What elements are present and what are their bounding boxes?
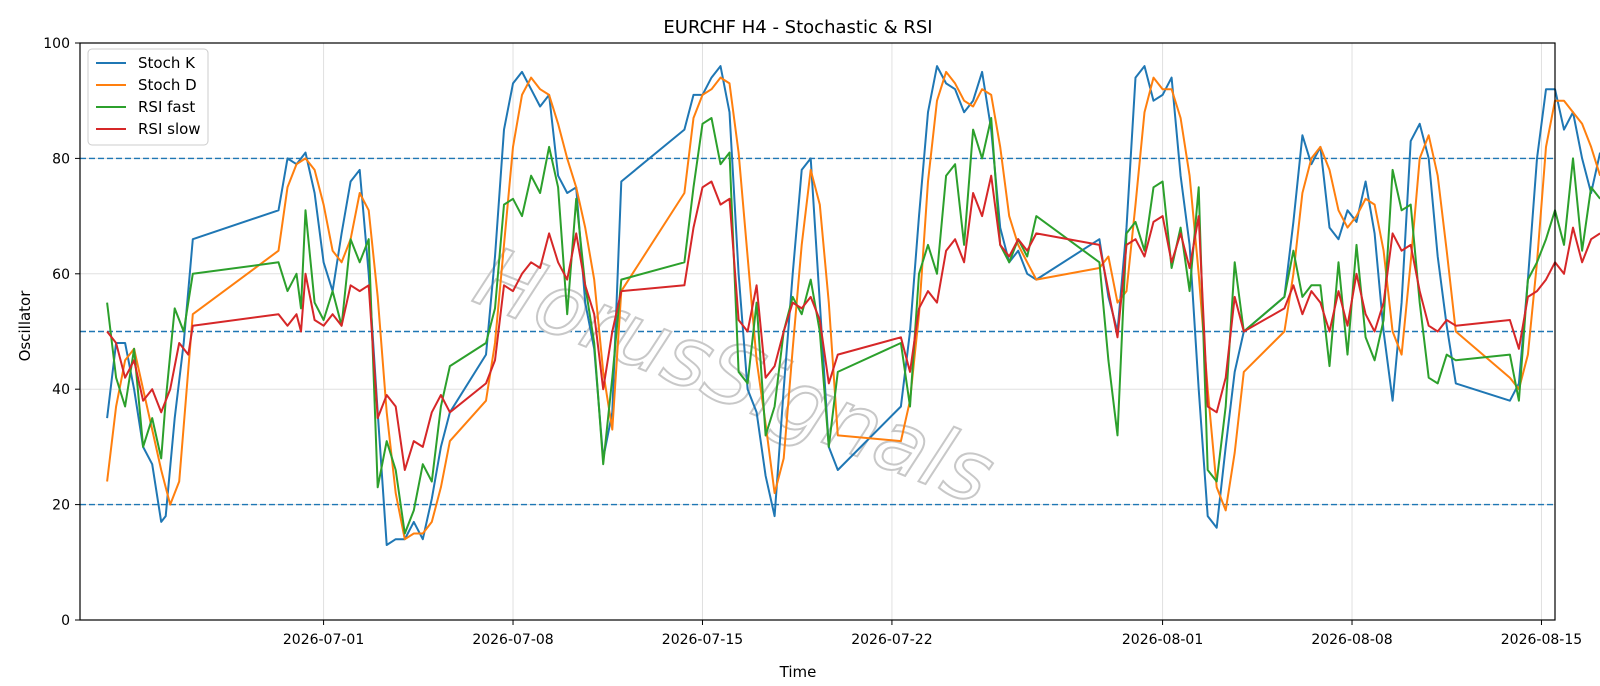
legend-entry: RSI fast [138, 98, 195, 116]
series-line-stoch-d [106, 70, 1600, 541]
y-tick-label: 20 [52, 498, 70, 514]
y-tick-label: 100 [43, 36, 70, 52]
y-tick-label: 40 [52, 382, 70, 398]
plot-frame [79, 42, 1556, 621]
x-tick-label: 2026-07-08 [472, 632, 553, 648]
x-axis-label: Time [779, 663, 817, 681]
legend: Stoch K Stoch D RSI fast RSI slow [87, 48, 209, 146]
x-tick-label: 2026-08-08 [1311, 632, 1392, 648]
x-tick-label: 2026-07-01 [283, 632, 364, 648]
x-tick-label: 2026-07-15 [662, 632, 743, 648]
y-tick-label: 80 [52, 151, 70, 167]
x-tick-label: 2026-08-01 [1122, 632, 1203, 648]
x-tick-label: 2026-08-15 [1501, 632, 1582, 648]
series-line-rsi-slow [106, 174, 1600, 471]
y-tick-label: 60 [52, 267, 70, 283]
legend-entry: Stoch D [138, 76, 197, 94]
legend-entry: Stoch K [138, 54, 196, 72]
y-axis-ticks: 0 20 40 60 80 100 [43, 36, 80, 629]
x-tick-label: 2026-07-22 [851, 632, 932, 648]
y-axis-label: Oscillator [16, 290, 34, 362]
y-tick-label: 0 [61, 613, 70, 629]
chart-title: EURCHF H4 - Stochastic & RSI [663, 17, 932, 38]
series-lines [106, 65, 1600, 546]
legend-entry: RSI slow [138, 120, 201, 138]
x-axis-ticks: 2026-07-01 2026-07-08 2026-07-15 2026-07-22… [283, 620, 1582, 648]
legend-box [87, 48, 209, 146]
